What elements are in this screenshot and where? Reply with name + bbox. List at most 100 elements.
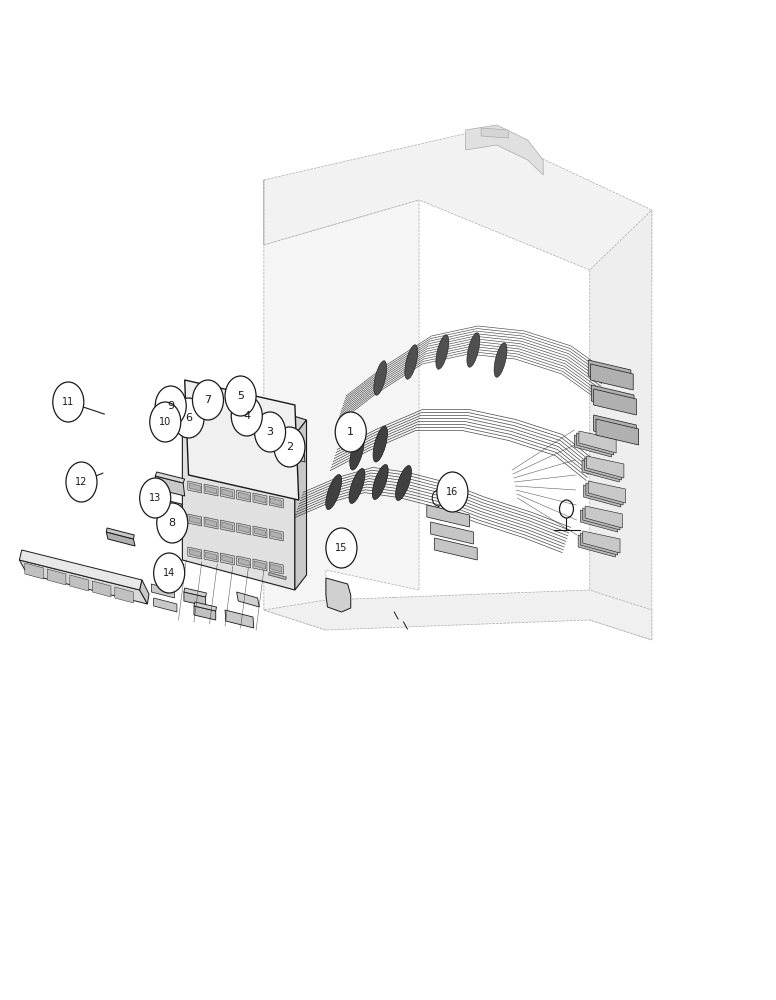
Ellipse shape	[436, 335, 449, 369]
Polygon shape	[237, 523, 251, 535]
Circle shape	[267, 567, 276, 579]
Polygon shape	[189, 417, 200, 425]
Polygon shape	[206, 519, 217, 527]
Polygon shape	[269, 496, 283, 508]
Polygon shape	[253, 559, 267, 571]
Polygon shape	[289, 446, 304, 454]
Polygon shape	[238, 459, 249, 467]
Polygon shape	[269, 562, 283, 574]
Polygon shape	[594, 415, 636, 441]
Polygon shape	[588, 481, 625, 503]
Polygon shape	[204, 451, 218, 463]
Polygon shape	[238, 492, 249, 500]
Text: 12: 12	[75, 477, 88, 487]
Ellipse shape	[396, 466, 411, 500]
Circle shape	[154, 553, 185, 593]
Polygon shape	[253, 493, 267, 505]
Polygon shape	[47, 569, 66, 585]
Polygon shape	[222, 489, 233, 497]
Polygon shape	[585, 506, 622, 528]
Polygon shape	[271, 498, 282, 506]
Polygon shape	[206, 486, 217, 494]
Polygon shape	[255, 429, 265, 437]
Text: 10: 10	[159, 417, 171, 427]
Polygon shape	[188, 415, 202, 427]
Polygon shape	[271, 564, 282, 572]
Circle shape	[155, 386, 186, 426]
Polygon shape	[435, 538, 477, 560]
Polygon shape	[591, 364, 633, 390]
Polygon shape	[206, 453, 217, 461]
Polygon shape	[206, 420, 217, 428]
Polygon shape	[220, 421, 234, 433]
Polygon shape	[253, 526, 267, 538]
Circle shape	[157, 503, 188, 543]
Polygon shape	[220, 553, 234, 565]
Polygon shape	[185, 380, 299, 500]
Polygon shape	[188, 547, 202, 559]
Circle shape	[66, 462, 97, 502]
Polygon shape	[155, 498, 182, 508]
Text: 6: 6	[185, 413, 192, 423]
Polygon shape	[238, 426, 249, 434]
Ellipse shape	[374, 361, 386, 395]
Circle shape	[335, 412, 366, 452]
Polygon shape	[182, 400, 295, 590]
Polygon shape	[106, 532, 135, 546]
Circle shape	[150, 402, 181, 442]
Polygon shape	[237, 457, 251, 469]
Polygon shape	[115, 587, 133, 603]
Text: 2: 2	[286, 442, 293, 452]
Polygon shape	[466, 125, 543, 175]
Polygon shape	[151, 584, 175, 598]
Polygon shape	[269, 529, 283, 541]
Text: 9: 9	[167, 401, 175, 411]
Polygon shape	[431, 522, 473, 544]
Polygon shape	[295, 420, 307, 590]
Polygon shape	[182, 385, 307, 435]
Polygon shape	[92, 581, 111, 597]
Polygon shape	[194, 606, 216, 620]
Circle shape	[255, 412, 286, 452]
Circle shape	[326, 528, 357, 568]
Polygon shape	[596, 419, 639, 445]
Polygon shape	[154, 598, 177, 612]
Polygon shape	[584, 458, 622, 480]
Polygon shape	[269, 463, 283, 475]
Polygon shape	[264, 130, 652, 280]
Text: 3: 3	[266, 427, 274, 437]
Polygon shape	[204, 517, 218, 529]
Ellipse shape	[350, 434, 364, 470]
Ellipse shape	[349, 469, 365, 503]
Polygon shape	[188, 514, 202, 526]
Polygon shape	[577, 433, 614, 455]
Polygon shape	[19, 550, 142, 590]
Polygon shape	[189, 450, 200, 458]
Polygon shape	[204, 484, 218, 496]
Polygon shape	[189, 483, 200, 491]
Polygon shape	[580, 510, 618, 532]
Ellipse shape	[494, 343, 507, 377]
Polygon shape	[204, 418, 218, 430]
Polygon shape	[222, 555, 233, 563]
Polygon shape	[237, 556, 251, 568]
Circle shape	[231, 396, 262, 436]
Text: 13: 13	[149, 493, 161, 503]
Polygon shape	[583, 508, 620, 530]
Polygon shape	[204, 550, 218, 562]
Polygon shape	[237, 490, 251, 502]
Polygon shape	[255, 495, 265, 503]
Polygon shape	[578, 535, 615, 557]
Polygon shape	[481, 128, 508, 138]
Polygon shape	[586, 483, 623, 505]
Polygon shape	[237, 424, 251, 436]
Ellipse shape	[372, 465, 388, 499]
Polygon shape	[574, 435, 611, 457]
Text: 5: 5	[237, 391, 244, 401]
Polygon shape	[155, 476, 185, 496]
Polygon shape	[237, 592, 259, 607]
Text: 4: 4	[243, 411, 251, 421]
Polygon shape	[222, 456, 233, 464]
Text: 15: 15	[335, 543, 348, 553]
Circle shape	[437, 472, 468, 512]
